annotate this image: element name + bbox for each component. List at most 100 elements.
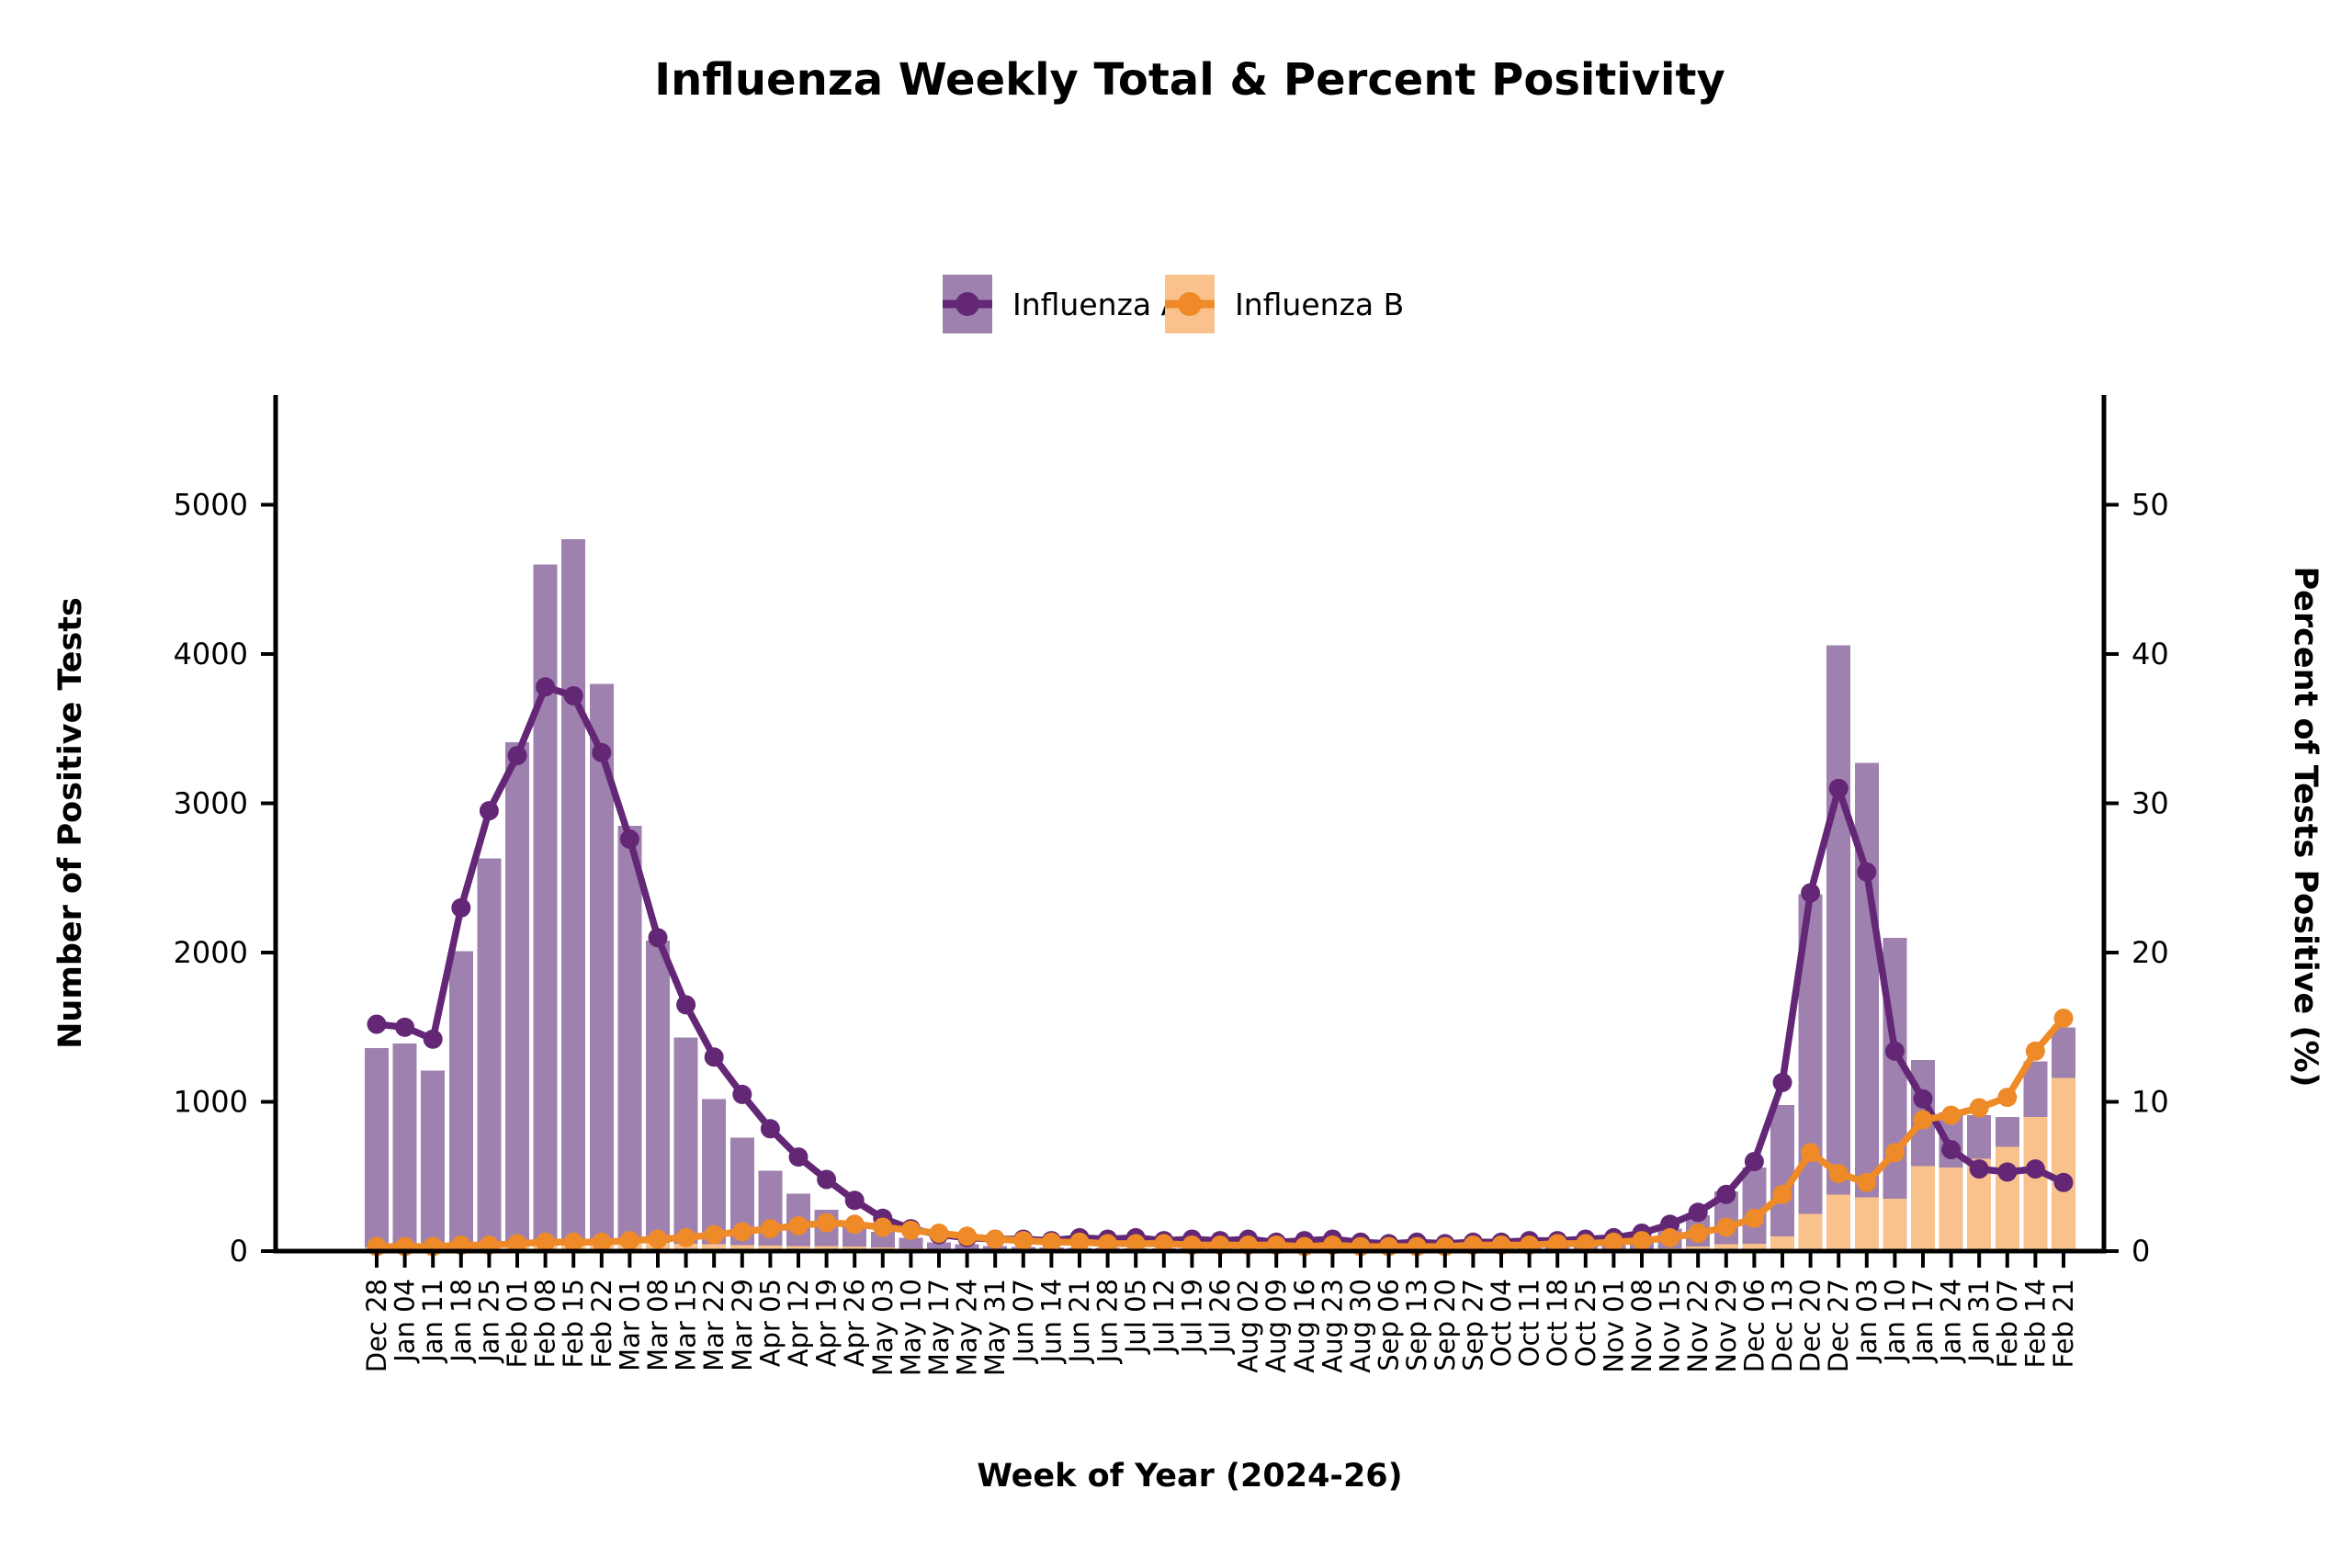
bar-influenza-b <box>1826 1194 1851 1251</box>
bar-influenza-b <box>1713 1244 1738 1251</box>
influenza-b-percent-marker <box>957 1226 978 1247</box>
bar-influenza-a <box>533 564 558 1241</box>
legend: Influenza A Influenza B <box>943 275 1404 333</box>
bar-influenza-a <box>1770 1104 1794 1236</box>
right-axis-ticks: 0 10 20 30 40 50 <box>2104 488 2169 1269</box>
x-tick-label: Nov 01 <box>1598 1279 1629 1373</box>
influenza-a-percent-marker <box>844 1190 865 1211</box>
bar-influenza-b <box>1770 1235 1794 1251</box>
influenza-b-percent-marker <box>1632 1231 1652 1251</box>
bar-influenza-b <box>1742 1243 1767 1251</box>
legend-entry-influenza-a: Influenza A <box>943 275 1182 333</box>
influenza-b-percent-marker <box>1660 1227 1680 1247</box>
x-tick-label: May 24 <box>952 1279 983 1376</box>
x-tick-label: Aug 02 <box>1233 1279 1264 1373</box>
influenza-b-percent-marker <box>1603 1232 1623 1252</box>
x-tick-label: Apr 26 <box>839 1279 870 1367</box>
influenza-b-percent-marker <box>760 1219 780 1239</box>
influenza-a-percent-marker <box>1772 1072 1792 1092</box>
x-tick-label: Apr 05 <box>754 1279 786 1367</box>
influenza-b-percent-marker <box>619 1231 639 1251</box>
x-tick-label: Jul 12 <box>1148 1279 1180 1355</box>
influenza-a-percent-marker <box>648 928 668 948</box>
influenza-b-percent-marker <box>732 1222 752 1242</box>
left-tick-label: 3000 <box>174 786 248 821</box>
bar-influenza-a <box>365 1048 389 1247</box>
left-tick-label: 4000 <box>174 637 248 671</box>
x-tick-label: Apr 19 <box>811 1279 842 1367</box>
x-axis-title: Week of Year (2024-26) <box>977 1458 1402 1495</box>
influenza-a-percent-marker <box>1884 1041 1905 1061</box>
influenza-b-percent-marker <box>1716 1217 1736 1237</box>
x-tick-label: Jan 11 <box>417 1279 448 1364</box>
right-tick-label: 20 <box>2132 935 2169 970</box>
influenza-b-percent-marker <box>592 1232 612 1252</box>
bar-influenza-b <box>729 1245 754 1251</box>
x-tick-label: Nov 15 <box>1655 1279 1686 1373</box>
bar-influenza-a <box>1995 1116 2019 1147</box>
x-tick-label: Oct 25 <box>1570 1279 1601 1367</box>
x-tick-label: Jan 17 <box>1907 1279 1939 1364</box>
x-tick-label: Feb 21 <box>2048 1279 2079 1368</box>
influenza-a-percent-marker <box>1969 1159 1989 1179</box>
left-tick-label: 0 <box>230 1234 248 1269</box>
x-tick-label: May 17 <box>923 1279 955 1376</box>
x-tick-label: Feb 14 <box>2019 1279 2051 1368</box>
x-tick-label: Jan 31 <box>1963 1279 1995 1364</box>
influenza-b-percent-marker <box>1884 1143 1905 1163</box>
influenza-a-percent-marker <box>592 742 612 762</box>
x-tick-label: Dec 13 <box>1767 1279 1798 1372</box>
bar-influenza-b <box>1911 1166 1935 1251</box>
left-tick-label: 1000 <box>174 1085 248 1120</box>
bar-influenza-b <box>1854 1197 1879 1251</box>
left-axis-title: Number of Positive Tests <box>52 597 89 1049</box>
influenza-b-key-dot <box>1178 292 1202 316</box>
x-tick-label: Jun 07 <box>1008 1279 1039 1364</box>
influenza-a-percent-marker <box>1744 1152 1764 1171</box>
right-tick-label: 10 <box>2132 1085 2169 1120</box>
x-tick-label: Jan 18 <box>446 1279 477 1364</box>
influenza-a-percent-marker <box>676 995 696 1015</box>
bar-influenza-a <box>617 825 642 1243</box>
x-tick-label: Jan 10 <box>1879 1279 1910 1364</box>
bar-influenza-b <box>1995 1146 2019 1251</box>
x-tick-label: Mar 01 <box>614 1279 645 1371</box>
bar-influenza-a <box>561 538 586 1240</box>
influenza-a-percent-marker <box>451 897 471 918</box>
bar-influenza-a <box>1967 1115 1992 1159</box>
influenza-a-key-dot <box>956 292 979 316</box>
x-tick-label: Jun 14 <box>1035 1279 1067 1364</box>
x-tick-label: Oct 11 <box>1514 1279 1545 1367</box>
influenza-b-percent-marker <box>2053 1009 2074 1028</box>
influenza-b-percent-marker <box>1857 1172 1877 1192</box>
influenza-b-percent-marker <box>1969 1098 1989 1118</box>
left-tick-label: 2000 <box>174 935 248 970</box>
influenza-b-percent-marker <box>648 1229 668 1249</box>
influenza-b-percent-marker <box>873 1217 893 1237</box>
bar-influenza-b <box>786 1246 810 1251</box>
influenza-a-percent-marker <box>732 1084 752 1104</box>
influenza-a-percent-marker <box>1688 1202 1708 1223</box>
x-tick-label: Mar 08 <box>642 1279 673 1371</box>
bar-influenza-a <box>673 1037 698 1244</box>
bar-influenza-a <box>421 1070 446 1247</box>
left-tick-label: 5000 <box>174 488 248 523</box>
x-tick-label: Aug 09 <box>1261 1279 1292 1373</box>
x-tick-label: Jun 28 <box>1092 1279 1124 1364</box>
x-tick-label: Feb 07 <box>1992 1279 2023 1368</box>
bar-influenza-a <box>646 941 670 1244</box>
x-tick-label: Aug 16 <box>1289 1279 1320 1373</box>
influenza-b-percent-marker <box>1125 1234 1146 1254</box>
right-tick-label: 50 <box>2132 488 2169 523</box>
bar-influenza-b <box>1798 1213 1823 1251</box>
influenza-b-percent-marker <box>817 1213 837 1233</box>
influenza-b-percent-marker <box>985 1229 1005 1249</box>
influenza-b-percent-marker <box>676 1227 696 1247</box>
influenza-a-percent-marker <box>507 746 527 765</box>
x-tick-label: Sep 06 <box>1374 1279 1405 1371</box>
influenza-b-percent-marker <box>1941 1105 1962 1125</box>
x-tick-label: Feb 22 <box>586 1279 617 1368</box>
influenza-b-percent-marker <box>1547 1234 1567 1254</box>
influenza-b-percent-marker <box>1688 1224 1708 1243</box>
